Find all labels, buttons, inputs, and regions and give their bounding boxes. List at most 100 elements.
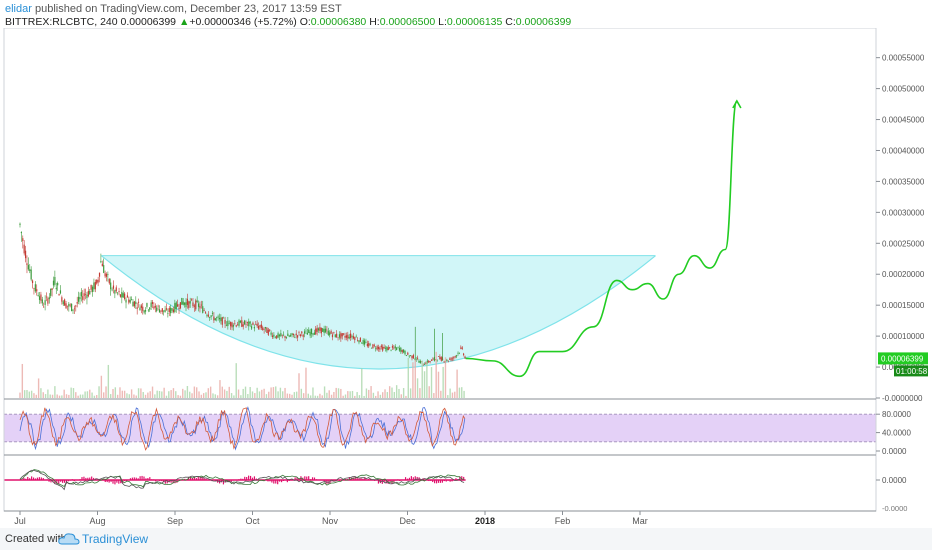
candle-body [362, 340, 364, 344]
candle-body [437, 356, 440, 357]
chart-area[interactable]: 0.00055000 0.00050000 0.00045000 0.00040000… [0, 28, 932, 528]
volume-bar [19, 392, 21, 398]
candle-body [280, 333, 282, 337]
up-arrow-icon: ▲ [178, 16, 190, 28]
candle-body [333, 331, 335, 333]
volume-bar [344, 394, 347, 398]
candle-body [404, 351, 406, 355]
tradingview-brand[interactable]: TradingView [82, 532, 149, 546]
candle-body [216, 317, 218, 319]
volume-bar [372, 392, 375, 398]
macd-hist-bar [195, 477, 197, 480]
macd-tick-label: -0.0000 [882, 504, 907, 513]
footer: Created with TradingView [0, 528, 932, 550]
candle-body [451, 358, 454, 360]
macd-hist-bar [230, 480, 232, 482]
volume-bar [409, 388, 412, 398]
macd-hist-bar [373, 480, 376, 481]
macd-hist-bar [23, 477, 25, 480]
macd-hist-bar [251, 477, 254, 480]
volume-bar [128, 394, 130, 398]
candle-body [135, 301, 137, 304]
candle-body [111, 289, 113, 291]
volume-bar [340, 388, 342, 398]
macd-hist-bar [308, 476, 310, 480]
stoch-rsi-pane[interactable] [4, 406, 876, 451]
candle-body [143, 310, 145, 313]
macd-hist-bar [249, 475, 252, 480]
volume-bar [212, 393, 214, 398]
last-price-tag [878, 352, 928, 365]
candle-body [228, 323, 230, 325]
volume-bar [386, 392, 389, 398]
macd-hist-bar [240, 478, 242, 480]
candle-body [396, 347, 398, 351]
candle-body [287, 333, 289, 337]
macd-hist-bar [381, 480, 383, 484]
volume-bar [168, 391, 170, 398]
candle-body [50, 288, 52, 296]
y-tick-label: 0.00030000 [882, 208, 925, 217]
candle-body [149, 307, 151, 310]
volume-bar [77, 395, 79, 398]
macd-hist-bar [193, 476, 195, 480]
volume-bar [393, 391, 396, 398]
candle-body [27, 265, 29, 270]
candle-body [206, 314, 208, 316]
price-pane[interactable] [19, 99, 742, 398]
macd-hist-bar [222, 480, 225, 485]
candle-body [425, 362, 427, 365]
y-tick-label: 0.00035000 [882, 177, 925, 186]
candle-body [301, 331, 303, 334]
volume-bar [405, 395, 407, 398]
candle-body [259, 325, 261, 327]
volume-bar [298, 373, 300, 398]
x-tick-label: Dec [399, 516, 416, 526]
volume-bar [51, 394, 54, 398]
macd-hist-bar [71, 479, 73, 480]
macd-hist-bar [339, 480, 341, 482]
low-label: L: [438, 16, 447, 28]
candle-body [403, 349, 405, 353]
candle-body [415, 359, 417, 360]
macd-hist-bar [38, 477, 40, 480]
volume-bar [103, 392, 105, 398]
candle-body [43, 306, 45, 308]
candle-body [40, 294, 42, 301]
macd-hist-bar [131, 477, 133, 480]
macd-hist-bar [29, 478, 31, 480]
candle-body [432, 358, 434, 360]
volume-bar [444, 357, 447, 398]
volume-bar [28, 391, 30, 398]
volume-bar [337, 388, 340, 398]
author-link[interactable]: elidar [5, 3, 32, 15]
macd-hist-bar [104, 480, 106, 483]
volume-bar [237, 389, 240, 398]
y-tick-label: -0.0000000 [882, 394, 923, 403]
volume-bar [272, 387, 275, 398]
macd-hist-bar [333, 480, 335, 482]
macd-hist-bar [58, 480, 60, 484]
candle-body [345, 335, 348, 338]
volume-bar [449, 388, 451, 398]
volume-bar [375, 395, 377, 398]
macd-hist-bar [360, 477, 362, 480]
volume-bar [42, 392, 44, 398]
candle-body [171, 308, 173, 311]
volume-bar [230, 393, 233, 398]
macd-hist-bar [348, 477, 350, 480]
macd-pane[interactable] [4, 469, 466, 491]
volume-bar [249, 387, 251, 398]
candle-body [186, 298, 188, 305]
candle-body [464, 356, 466, 359]
volume-bar [437, 371, 440, 398]
candle-body [315, 328, 317, 335]
candle-body [158, 309, 161, 313]
candle-body [264, 327, 267, 329]
macd-hist-bar [40, 477, 42, 480]
cup-arc [100, 255, 656, 370]
macd-hist-bar [116, 480, 118, 483]
volume-bar [133, 394, 135, 398]
volume-bar [112, 389, 114, 398]
macd-hist-bar [164, 480, 166, 484]
